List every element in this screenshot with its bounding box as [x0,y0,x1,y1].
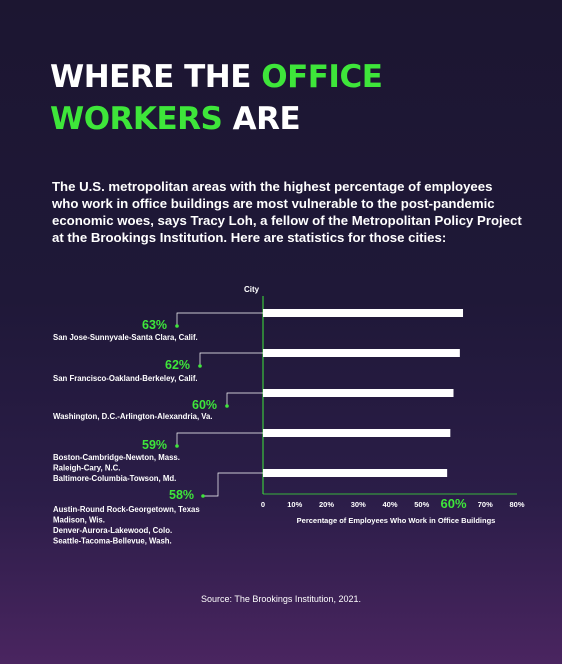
callout-line [176,312,263,326]
x-tick-label: 40% [382,500,397,509]
title-part-1: WHERE THE [50,59,262,95]
bar [263,389,454,397]
intro-paragraph: The U.S. metropolitan areas with the hig… [52,179,522,245]
callout-dot [225,404,229,408]
x-tick-label: 70% [478,500,493,509]
x-tick-label: 50% [414,500,429,509]
value-label: 59% [142,438,167,452]
bar [263,429,451,437]
callout-line [226,392,263,406]
title-part-2: OFFICE [261,59,383,95]
x-tick-label: 0 [261,500,265,509]
callout-dot [201,494,205,498]
callout-line [176,432,263,446]
bar [263,309,464,317]
callout-line [199,352,263,366]
category-label: Washington, D.C.-Arlington-Alexandria, V… [53,412,213,421]
x-tick-label: 10% [287,500,302,509]
x-tick-label: 20% [319,500,334,509]
x-tick-label: 60% [440,496,466,511]
source-note: Source: The Brookings Institution, 2021. [201,594,361,604]
y-axis-label: City [244,285,260,294]
category-label: Austin-Round Rock-Georgetown, Texas [53,505,200,514]
x-tick-label: 80% [509,500,524,509]
value-label: 58% [169,488,194,502]
category-label: Denver-Aurora-Lakewood, Colo. [53,526,172,535]
category-label: Seattle-Tacoma-Bellevue, Wash. [53,537,172,546]
x-axis-title: Percentage of Employees Who Work in Offi… [297,516,496,525]
value-label: 63% [142,318,167,332]
category-label: Boston-Cambridge-Newton, Mass. [53,453,180,462]
page-title: WHERE THE OFFICE WORKERS ARE [50,56,383,140]
category-label: San Jose-Sunnyvale-Santa Clara, Calif. [53,333,198,342]
bar [263,349,460,357]
title-part-3: WORKERS [50,101,223,137]
callout-line [203,472,263,497]
x-tick-label: 30% [351,500,366,509]
value-label: 60% [192,398,217,412]
value-label: 62% [165,358,190,372]
callout-dot [175,324,179,328]
bar [263,469,448,477]
title-part-4: ARE [222,101,301,137]
category-label: Baltimore-Columbia-Towson, Md. [53,474,176,483]
category-label: Raleigh-Cary, N.C. [53,464,120,473]
category-label: San Francisco-Oakland-Berkeley, Calif. [53,374,198,383]
category-label: Madison, Wis. [53,516,105,525]
callout-dot [198,364,202,368]
callout-dot [175,444,179,448]
